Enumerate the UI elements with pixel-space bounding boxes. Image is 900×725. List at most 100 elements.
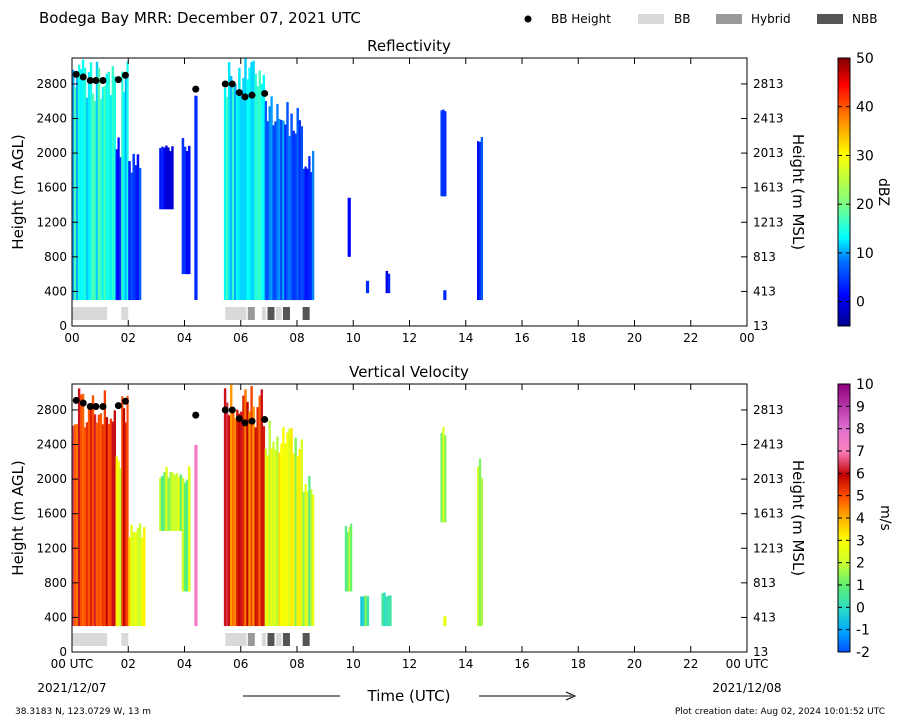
colorbar-tick-label: 10 xyxy=(856,377,874,393)
colorbar-tick-label: 50 xyxy=(856,51,874,67)
y2-tick-label: 413 xyxy=(753,284,776,298)
echo-column xyxy=(179,474,183,531)
bb-type-bar xyxy=(282,633,290,646)
echo-column xyxy=(282,120,285,301)
echo-column xyxy=(229,384,233,627)
reflectivity-ylabel: Height (m AGL) xyxy=(9,134,27,249)
echo-column xyxy=(85,422,89,627)
echo-period xyxy=(128,523,146,627)
echo-column xyxy=(95,61,99,301)
colorbar-tick-label: 5 xyxy=(856,489,865,505)
x-tick-label: 08 xyxy=(289,657,304,671)
echo-column xyxy=(93,414,97,627)
bb-type-bar xyxy=(225,633,247,646)
x-tick-label: 10 xyxy=(346,657,361,671)
echo-column xyxy=(89,62,93,301)
echo-column xyxy=(264,101,267,301)
echo-column xyxy=(362,596,365,627)
reflectivity-panel: Reflectivity 00 02 04 06 08 10 12 14 16 18 20 22 000… xyxy=(9,37,891,345)
echo-column xyxy=(97,67,101,301)
echo-column xyxy=(302,491,305,627)
echo-column xyxy=(252,406,255,627)
echo-column xyxy=(188,145,191,275)
echo-column xyxy=(73,86,77,301)
echo-period xyxy=(443,290,447,301)
echo-column xyxy=(296,456,299,627)
bb-height-point xyxy=(235,89,243,97)
x-tick-label: 18 xyxy=(571,657,586,671)
echo-column xyxy=(223,87,227,301)
echo-column xyxy=(128,161,131,301)
echo-column xyxy=(105,73,109,301)
y-tick-label: 0 xyxy=(59,645,67,659)
reflectivity-y2label: Height (m MSL) xyxy=(789,134,807,250)
echo-column xyxy=(244,58,247,301)
colorbar-tick-label: 10 xyxy=(856,246,874,262)
echo-column xyxy=(126,61,129,301)
echo-column xyxy=(262,426,266,627)
echo-column xyxy=(304,166,307,301)
x-tick-label: 20 xyxy=(627,331,642,345)
echo-period xyxy=(181,466,191,592)
echo-column xyxy=(75,77,79,301)
colorbar-tick-label: -1 xyxy=(856,623,870,639)
echo-column xyxy=(167,147,170,210)
echo-column xyxy=(115,456,118,627)
echo-column xyxy=(250,61,253,301)
x-tick-label: 00 UTC xyxy=(726,657,769,671)
echo-period xyxy=(280,427,304,627)
echo-column xyxy=(254,73,257,301)
echo-column xyxy=(298,120,301,301)
echo-column xyxy=(256,407,259,627)
x-tick-label: 22 xyxy=(683,657,698,671)
echo-column xyxy=(385,270,389,294)
echo-column xyxy=(242,77,245,301)
echo-column xyxy=(364,595,368,627)
echo-column xyxy=(109,418,113,627)
y2-tick-label: 13 xyxy=(753,645,768,659)
echo-column xyxy=(252,60,255,301)
echo-period xyxy=(280,102,304,301)
y-tick-label: 800 xyxy=(44,576,67,590)
echo-column xyxy=(284,443,287,627)
bb-height-point xyxy=(99,76,107,84)
echo-column xyxy=(246,79,249,301)
bb-type-bar xyxy=(72,307,108,320)
echo-column xyxy=(130,172,133,301)
echo-column xyxy=(440,432,443,523)
velocity-y2label: Height (m MSL) xyxy=(789,460,807,576)
echo-column xyxy=(73,424,77,627)
echo-column xyxy=(444,435,447,523)
echo-column xyxy=(79,69,83,301)
echo-column xyxy=(264,448,267,627)
y2-tick-label: 2013 xyxy=(753,146,784,160)
colorbar-tick-label: 7 xyxy=(856,444,865,460)
bb-height-point xyxy=(114,402,122,410)
echo-period xyxy=(115,456,122,627)
bb-height-point xyxy=(86,402,94,410)
bb-type-bar xyxy=(261,307,267,320)
y2-tick-label: 813 xyxy=(753,576,776,590)
echo-column xyxy=(124,422,127,627)
echo-period xyxy=(194,444,198,627)
echo-column xyxy=(159,148,162,210)
x-tick-label: 06 xyxy=(233,331,248,345)
echo-period xyxy=(121,61,129,301)
date-start: 2021/12/07 xyxy=(37,681,106,695)
bb-height-point xyxy=(221,80,229,88)
x-tick-label: 20 xyxy=(627,657,642,671)
x-tick-label: 14 xyxy=(458,657,473,671)
bb-type-bar xyxy=(225,307,247,320)
x-tick-label: 12 xyxy=(402,331,417,345)
echo-column xyxy=(443,616,447,627)
echo-column xyxy=(442,427,445,523)
echo-column xyxy=(77,64,81,301)
echo-column xyxy=(348,526,351,592)
echo-column xyxy=(300,439,304,627)
echo-column xyxy=(258,395,261,627)
echo-column xyxy=(134,165,138,301)
echo-period xyxy=(381,592,392,627)
echo-column xyxy=(284,124,287,301)
echo-column xyxy=(236,89,239,301)
